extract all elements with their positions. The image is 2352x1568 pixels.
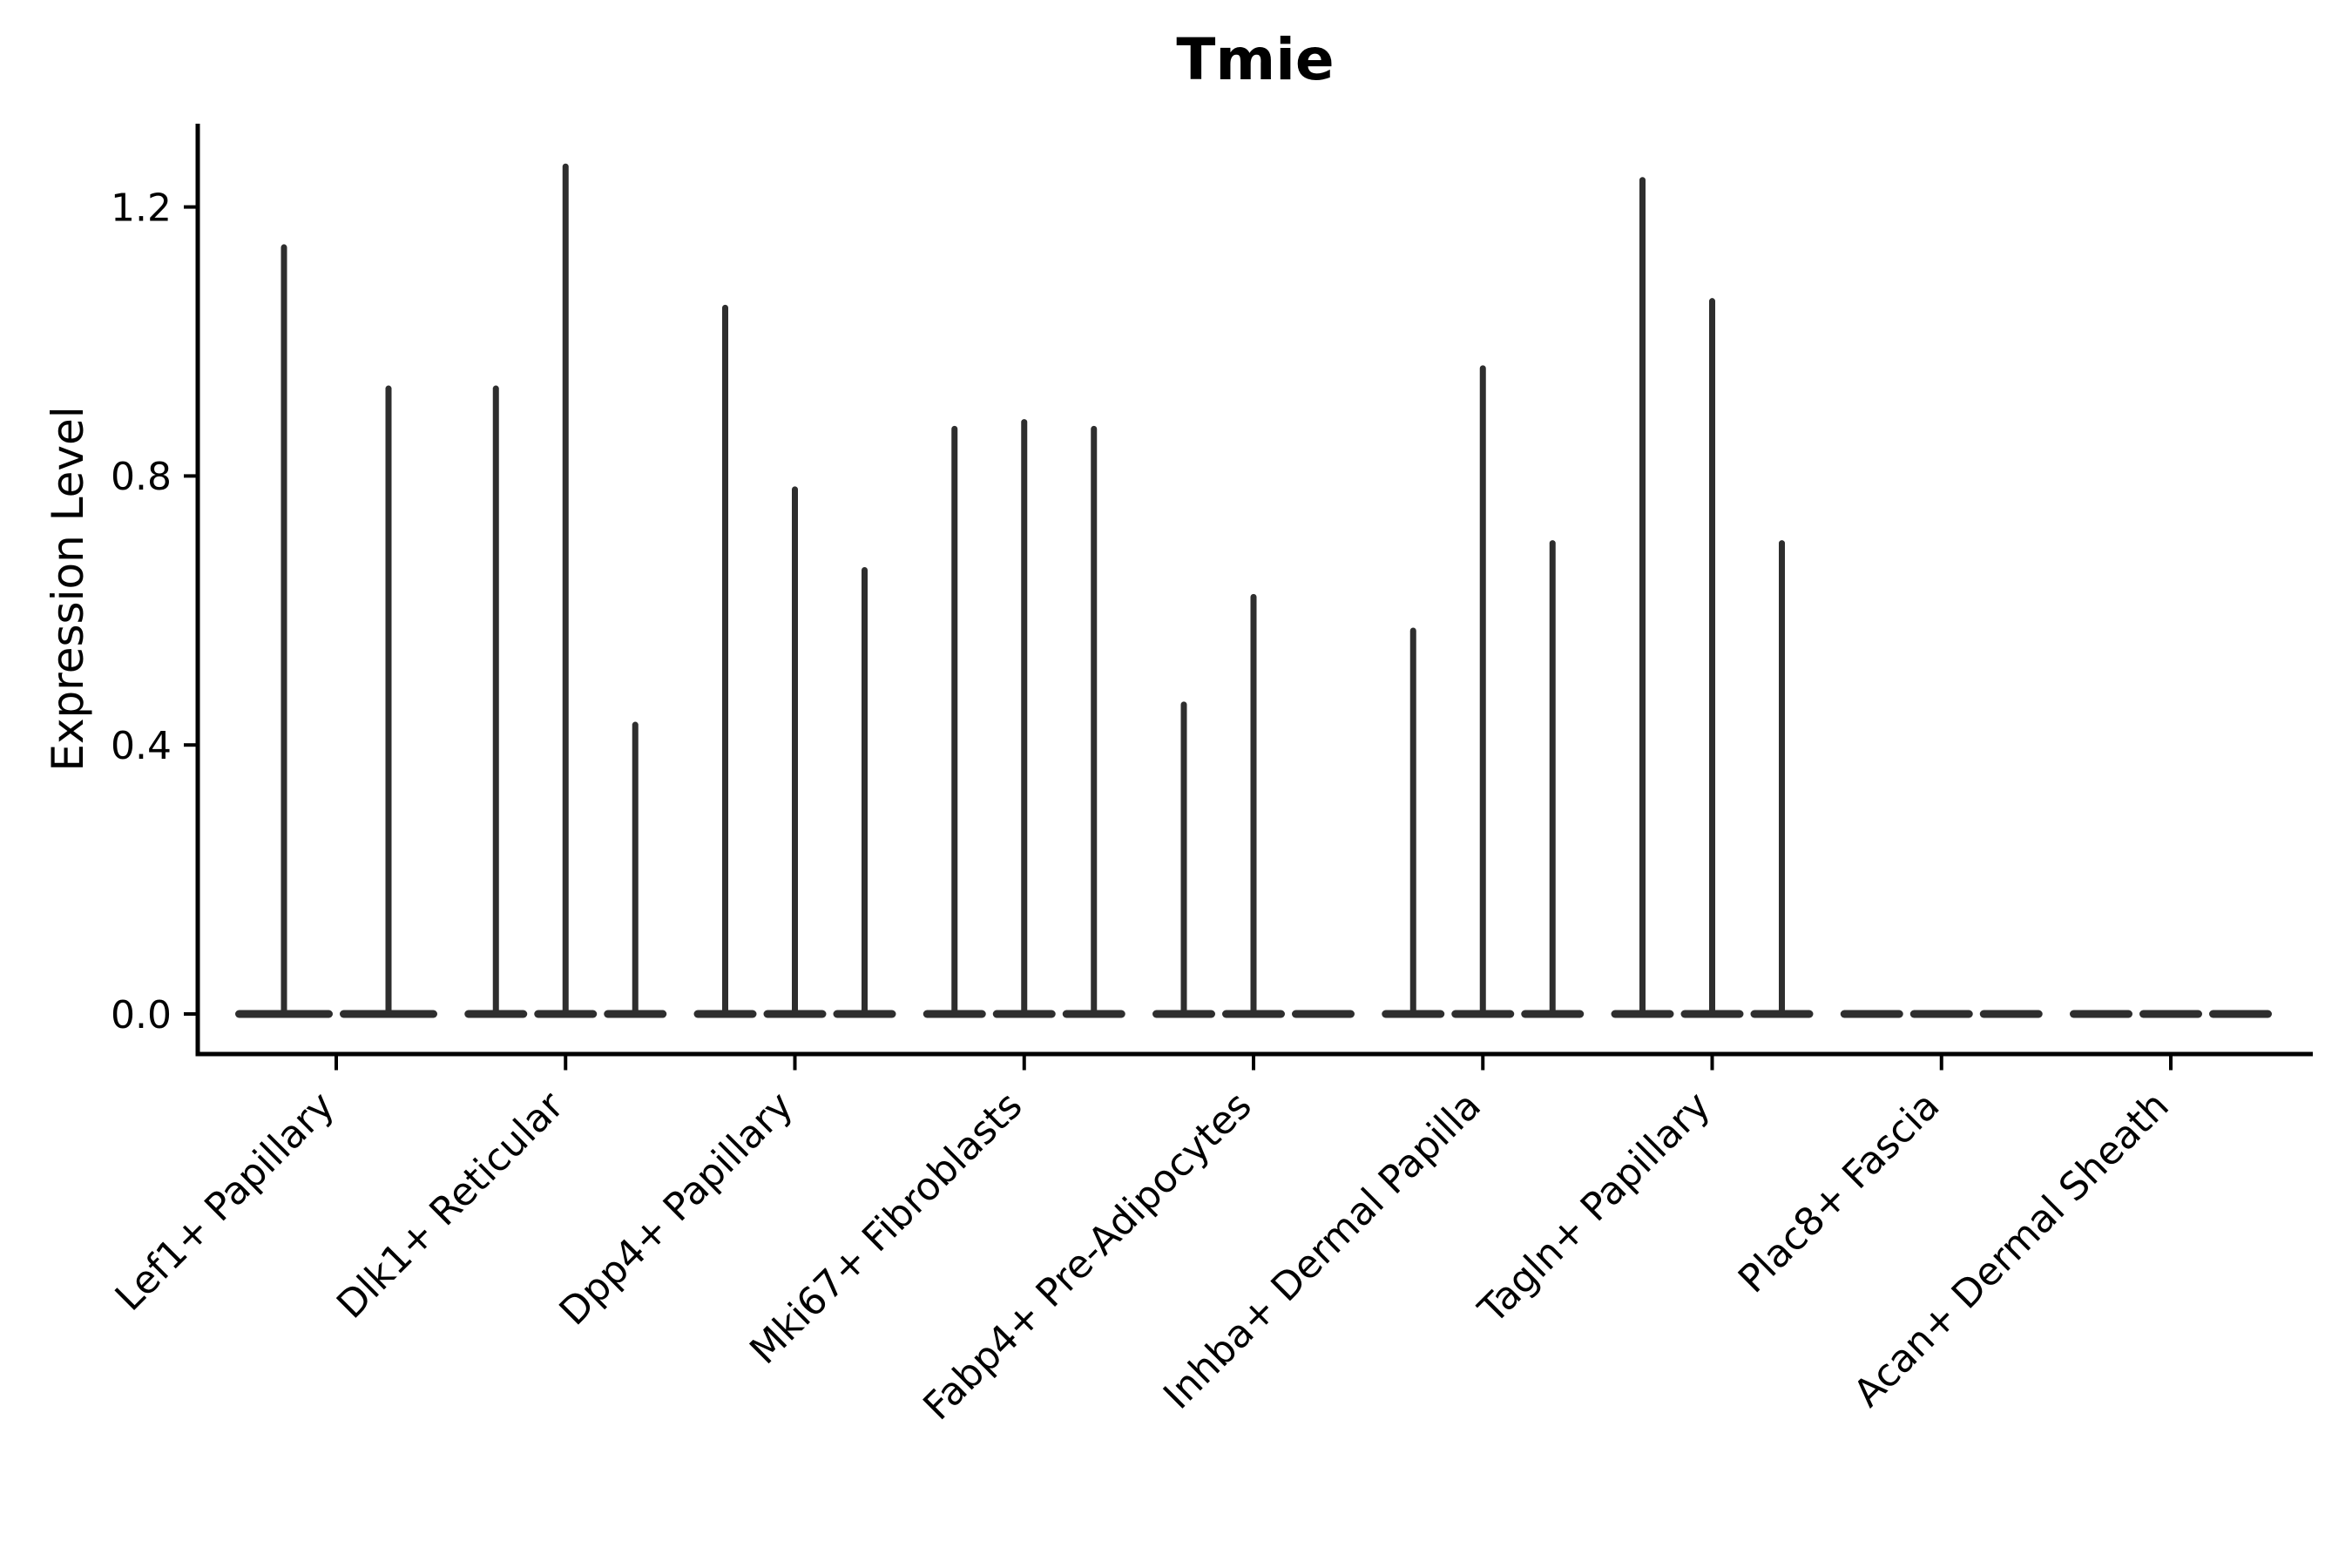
y-tick-label: 0.0 — [111, 993, 172, 1037]
y-tick-label: 1.2 — [111, 186, 172, 230]
y-tick-label: 0.8 — [111, 455, 172, 499]
x-tick-label: Tagln+ Papillary — [1470, 1084, 1719, 1333]
x-tick-label: Lef1+ Papillary — [107, 1084, 343, 1320]
y-tick-label: 0.4 — [111, 724, 172, 768]
chart-title: Tmie — [1176, 26, 1335, 93]
violin-base — [2139, 1010, 2202, 1018]
x-tick-label: Dpp4+ Papillary — [551, 1084, 802, 1335]
x-tick-label: Dlk1+ Reticular — [328, 1083, 573, 1328]
violin-base — [1292, 1010, 1355, 1018]
violin-base — [1979, 1010, 2043, 1018]
violin-base — [1909, 1010, 1973, 1018]
violin-base — [1840, 1010, 1903, 1018]
x-tick-label: Plac8+ Fascia — [1730, 1084, 1949, 1302]
violin-base — [2070, 1010, 2132, 1018]
violin-base — [2209, 1010, 2272, 1018]
